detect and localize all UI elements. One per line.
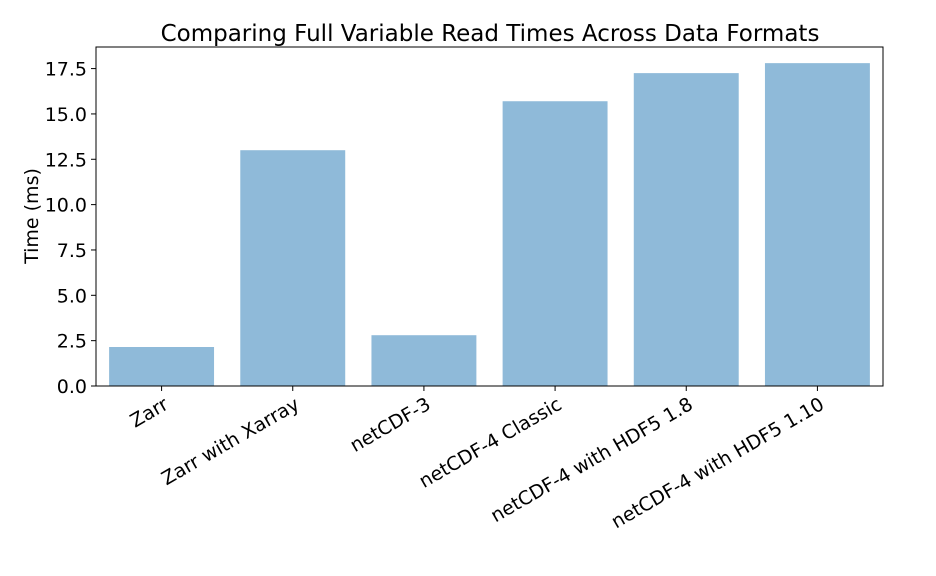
bar-2	[371, 335, 477, 386]
y-tick-label: 10.0	[45, 195, 87, 217]
y-tick-label: 17.5	[45, 59, 87, 81]
bar-3	[502, 101, 608, 387]
bar-4	[633, 73, 739, 387]
y-tick-label: 0.0	[57, 376, 87, 398]
bar-5	[764, 63, 870, 387]
y-tick-label: 7.5	[57, 240, 87, 262]
y-tick-label: 5.0	[57, 285, 87, 307]
x-tick-label: netCDF-3	[346, 393, 434, 457]
bar-0	[109, 347, 215, 386]
x-tick-label: Zarr with Xarray	[158, 393, 303, 490]
bar-1	[240, 150, 346, 386]
y-axis-label: Time (ms)	[21, 168, 43, 265]
x-tick-label: Zarr	[126, 393, 172, 432]
chart-title: Comparing Full Variable Read Times Acros…	[161, 21, 820, 47]
y-ticks-group: 0.0 2.5 5.0 7.5 10.0 12.5 15.0 17.5	[45, 59, 96, 398]
y-tick-label: 12.5	[45, 149, 87, 171]
y-tick-label: 15.0	[45, 104, 87, 126]
x-tick-label: netCDF-4 with HDF5 1.10	[608, 393, 828, 533]
plot-frame	[95, 46, 884, 387]
y-tick-label: 2.5	[57, 331, 87, 353]
bars-group	[109, 63, 870, 387]
